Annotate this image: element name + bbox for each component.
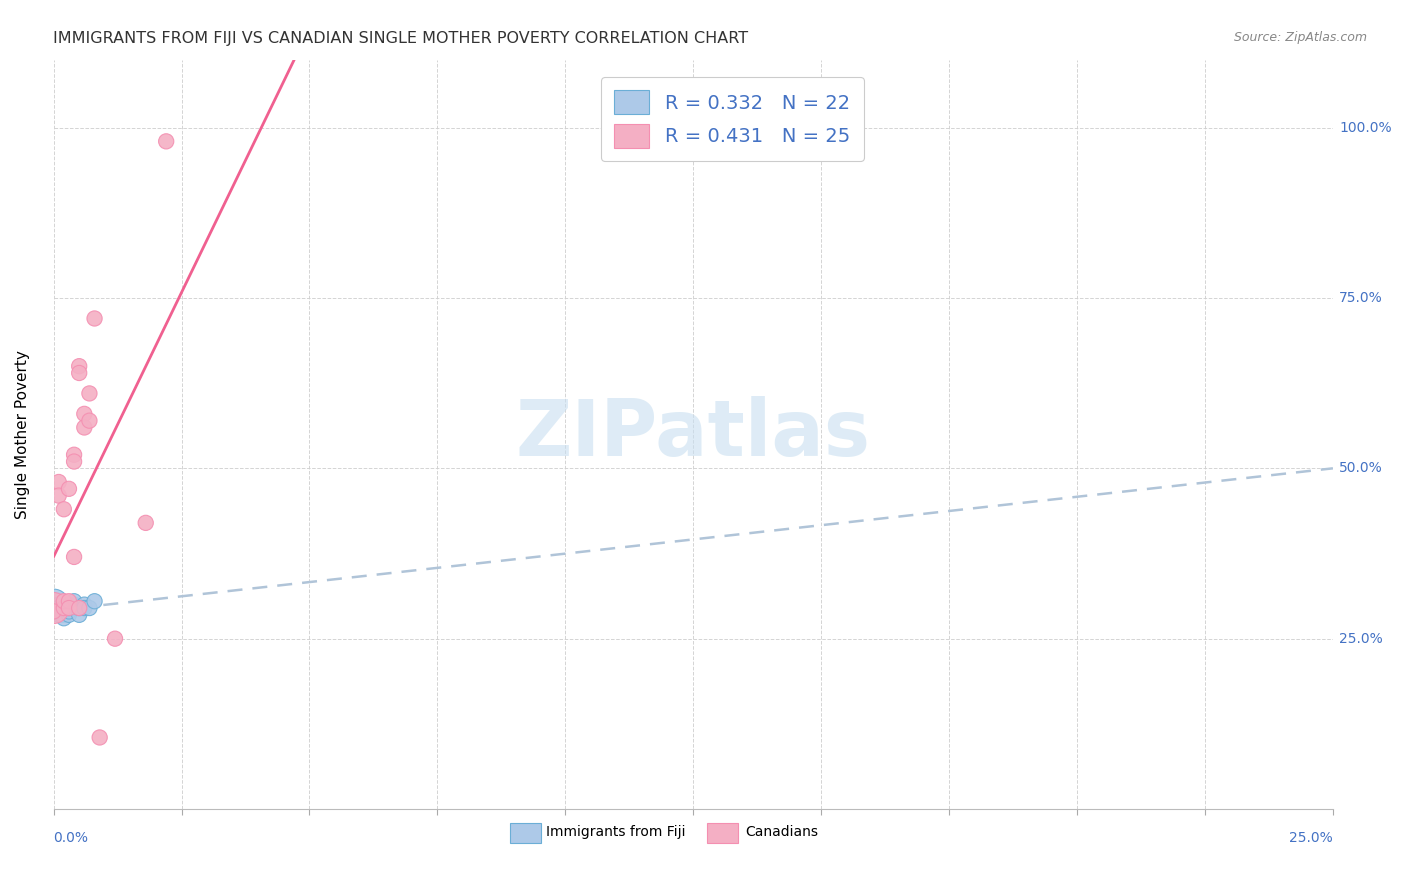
Y-axis label: Single Mother Poverty: Single Mother Poverty <box>15 350 30 519</box>
Point <box>73 598 96 612</box>
Point <box>67 359 90 374</box>
Point <box>48 475 70 489</box>
Point <box>83 311 105 326</box>
Point <box>67 601 90 615</box>
Point <box>58 594 80 608</box>
Point <box>52 601 75 615</box>
Point <box>52 607 75 622</box>
Point <box>73 601 96 615</box>
Text: Immigrants from Fiji: Immigrants from Fiji <box>546 825 685 839</box>
Point <box>52 502 75 516</box>
Text: IMMIGRANTS FROM FIJI VS CANADIAN SINGLE MOTHER POVERTY CORRELATION CHART: IMMIGRANTS FROM FIJI VS CANADIAN SINGLE … <box>53 31 748 46</box>
Point <box>42 601 65 615</box>
Point <box>63 594 86 608</box>
Point <box>155 134 177 148</box>
Point <box>52 598 75 612</box>
Point <box>58 601 80 615</box>
Text: 75.0%: 75.0% <box>1340 291 1384 305</box>
Point <box>104 632 127 646</box>
Text: 25.0%: 25.0% <box>1340 632 1384 646</box>
Point <box>67 366 90 380</box>
Point <box>135 516 157 530</box>
Point <box>63 454 86 468</box>
Point <box>73 420 96 434</box>
Point <box>63 598 86 612</box>
Point <box>48 601 70 615</box>
Point <box>67 601 90 615</box>
Point <box>63 448 86 462</box>
Text: ZIPatlas: ZIPatlas <box>516 396 870 472</box>
Point <box>83 594 105 608</box>
Point <box>67 607 90 622</box>
Point <box>58 601 80 615</box>
Point <box>42 601 65 615</box>
Point <box>52 604 75 618</box>
Point <box>48 607 70 622</box>
Point <box>58 482 80 496</box>
Text: 25.0%: 25.0% <box>1289 831 1333 846</box>
Point <box>79 386 101 401</box>
Point <box>48 489 70 503</box>
Point <box>63 601 86 615</box>
Point <box>52 594 75 608</box>
Point <box>48 598 70 612</box>
Point <box>42 598 65 612</box>
Point <box>79 414 101 428</box>
Text: Source: ZipAtlas.com: Source: ZipAtlas.com <box>1233 31 1367 45</box>
Point <box>58 601 80 615</box>
Point <box>73 407 96 421</box>
Point <box>58 604 80 618</box>
Point <box>42 604 65 618</box>
Point <box>79 601 101 615</box>
Text: 0.0%: 0.0% <box>53 831 89 846</box>
Point <box>89 731 111 745</box>
Point <box>58 607 80 622</box>
Text: 50.0%: 50.0% <box>1340 461 1384 475</box>
Legend: R = 0.332   N = 22, R = 0.431   N = 25: R = 0.332 N = 22, R = 0.431 N = 25 <box>600 77 863 161</box>
Point <box>52 611 75 625</box>
Text: Canadians: Canadians <box>745 825 818 839</box>
Text: 100.0%: 100.0% <box>1340 120 1392 135</box>
Point <box>63 549 86 564</box>
